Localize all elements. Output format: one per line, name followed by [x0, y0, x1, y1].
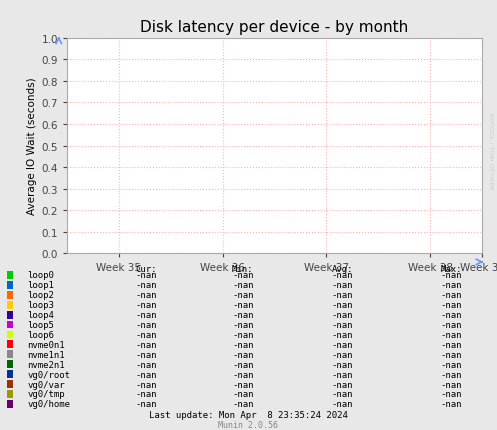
Text: -nan: -nan: [135, 350, 157, 359]
Text: -nan: -nan: [135, 340, 157, 349]
Text: -nan: -nan: [232, 271, 253, 280]
Text: Munin 2.0.56: Munin 2.0.56: [219, 421, 278, 429]
Text: -nan: -nan: [232, 399, 253, 408]
Text: -nan: -nan: [331, 330, 353, 339]
Text: Last update: Mon Apr  8 23:35:24 2024: Last update: Mon Apr 8 23:35:24 2024: [149, 411, 348, 419]
Text: -nan: -nan: [331, 320, 353, 329]
Text: -nan: -nan: [331, 360, 353, 369]
Text: -nan: -nan: [331, 271, 353, 280]
Y-axis label: Average IO Wait (seconds): Average IO Wait (seconds): [27, 77, 37, 215]
Text: -nan: -nan: [441, 330, 462, 339]
Text: -nan: -nan: [441, 301, 462, 310]
Text: -nan: -nan: [441, 291, 462, 300]
Text: -nan: -nan: [135, 301, 157, 310]
Text: RDTOOL / TOBI OETIKER: RDTOOL / TOBI OETIKER: [489, 112, 494, 189]
Text: -nan: -nan: [441, 380, 462, 389]
Text: -nan: -nan: [135, 310, 157, 319]
Text: -nan: -nan: [232, 390, 253, 399]
Text: -nan: -nan: [441, 350, 462, 359]
Text: -nan: -nan: [331, 390, 353, 399]
Text: Max:: Max:: [441, 264, 462, 273]
Text: -nan: -nan: [232, 320, 253, 329]
Text: -nan: -nan: [331, 310, 353, 319]
Text: -nan: -nan: [135, 399, 157, 408]
Text: -nan: -nan: [441, 320, 462, 329]
Text: vg0/tmp: vg0/tmp: [27, 390, 65, 399]
Text: vg0/home: vg0/home: [27, 399, 71, 408]
Text: -nan: -nan: [232, 350, 253, 359]
Text: -nan: -nan: [441, 360, 462, 369]
Text: -nan: -nan: [135, 370, 157, 379]
Text: -nan: -nan: [232, 370, 253, 379]
Text: -nan: -nan: [331, 281, 353, 290]
Text: nvme0n1: nvme0n1: [27, 340, 65, 349]
Text: loop6: loop6: [27, 330, 54, 339]
Text: loop0: loop0: [27, 271, 54, 280]
Text: loop4: loop4: [27, 310, 54, 319]
Text: -nan: -nan: [232, 330, 253, 339]
Text: -nan: -nan: [441, 370, 462, 379]
Text: loop5: loop5: [27, 320, 54, 329]
Text: loop1: loop1: [27, 281, 54, 290]
Text: -nan: -nan: [135, 291, 157, 300]
Text: Cur:: Cur:: [135, 264, 157, 273]
Title: Disk latency per device - by month: Disk latency per device - by month: [141, 20, 409, 35]
Text: -nan: -nan: [232, 360, 253, 369]
Text: -nan: -nan: [331, 380, 353, 389]
Text: -nan: -nan: [441, 271, 462, 280]
Text: vg0/root: vg0/root: [27, 370, 71, 379]
Text: -nan: -nan: [441, 390, 462, 399]
Text: nvme2n1: nvme2n1: [27, 360, 65, 369]
Text: -nan: -nan: [232, 340, 253, 349]
Text: -nan: -nan: [135, 380, 157, 389]
Text: -nan: -nan: [441, 340, 462, 349]
Text: -nan: -nan: [441, 310, 462, 319]
Text: loop2: loop2: [27, 291, 54, 300]
Text: -nan: -nan: [232, 380, 253, 389]
Text: -nan: -nan: [331, 301, 353, 310]
Text: -nan: -nan: [331, 350, 353, 359]
Text: -nan: -nan: [331, 291, 353, 300]
Text: Min:: Min:: [232, 264, 253, 273]
Text: -nan: -nan: [232, 310, 253, 319]
Text: -nan: -nan: [441, 399, 462, 408]
Text: -nan: -nan: [232, 291, 253, 300]
Text: -nan: -nan: [331, 370, 353, 379]
Text: -nan: -nan: [135, 390, 157, 399]
Text: -nan: -nan: [441, 281, 462, 290]
Text: -nan: -nan: [331, 340, 353, 349]
Text: vg0/var: vg0/var: [27, 380, 65, 389]
Text: -nan: -nan: [232, 281, 253, 290]
Text: -nan: -nan: [135, 320, 157, 329]
Text: loop3: loop3: [27, 301, 54, 310]
Text: -nan: -nan: [135, 281, 157, 290]
Text: -nan: -nan: [135, 330, 157, 339]
Text: Avg:: Avg:: [331, 264, 353, 273]
Text: -nan: -nan: [135, 360, 157, 369]
Text: -nan: -nan: [331, 399, 353, 408]
Text: -nan: -nan: [135, 271, 157, 280]
Text: -nan: -nan: [232, 301, 253, 310]
Text: nvme1n1: nvme1n1: [27, 350, 65, 359]
